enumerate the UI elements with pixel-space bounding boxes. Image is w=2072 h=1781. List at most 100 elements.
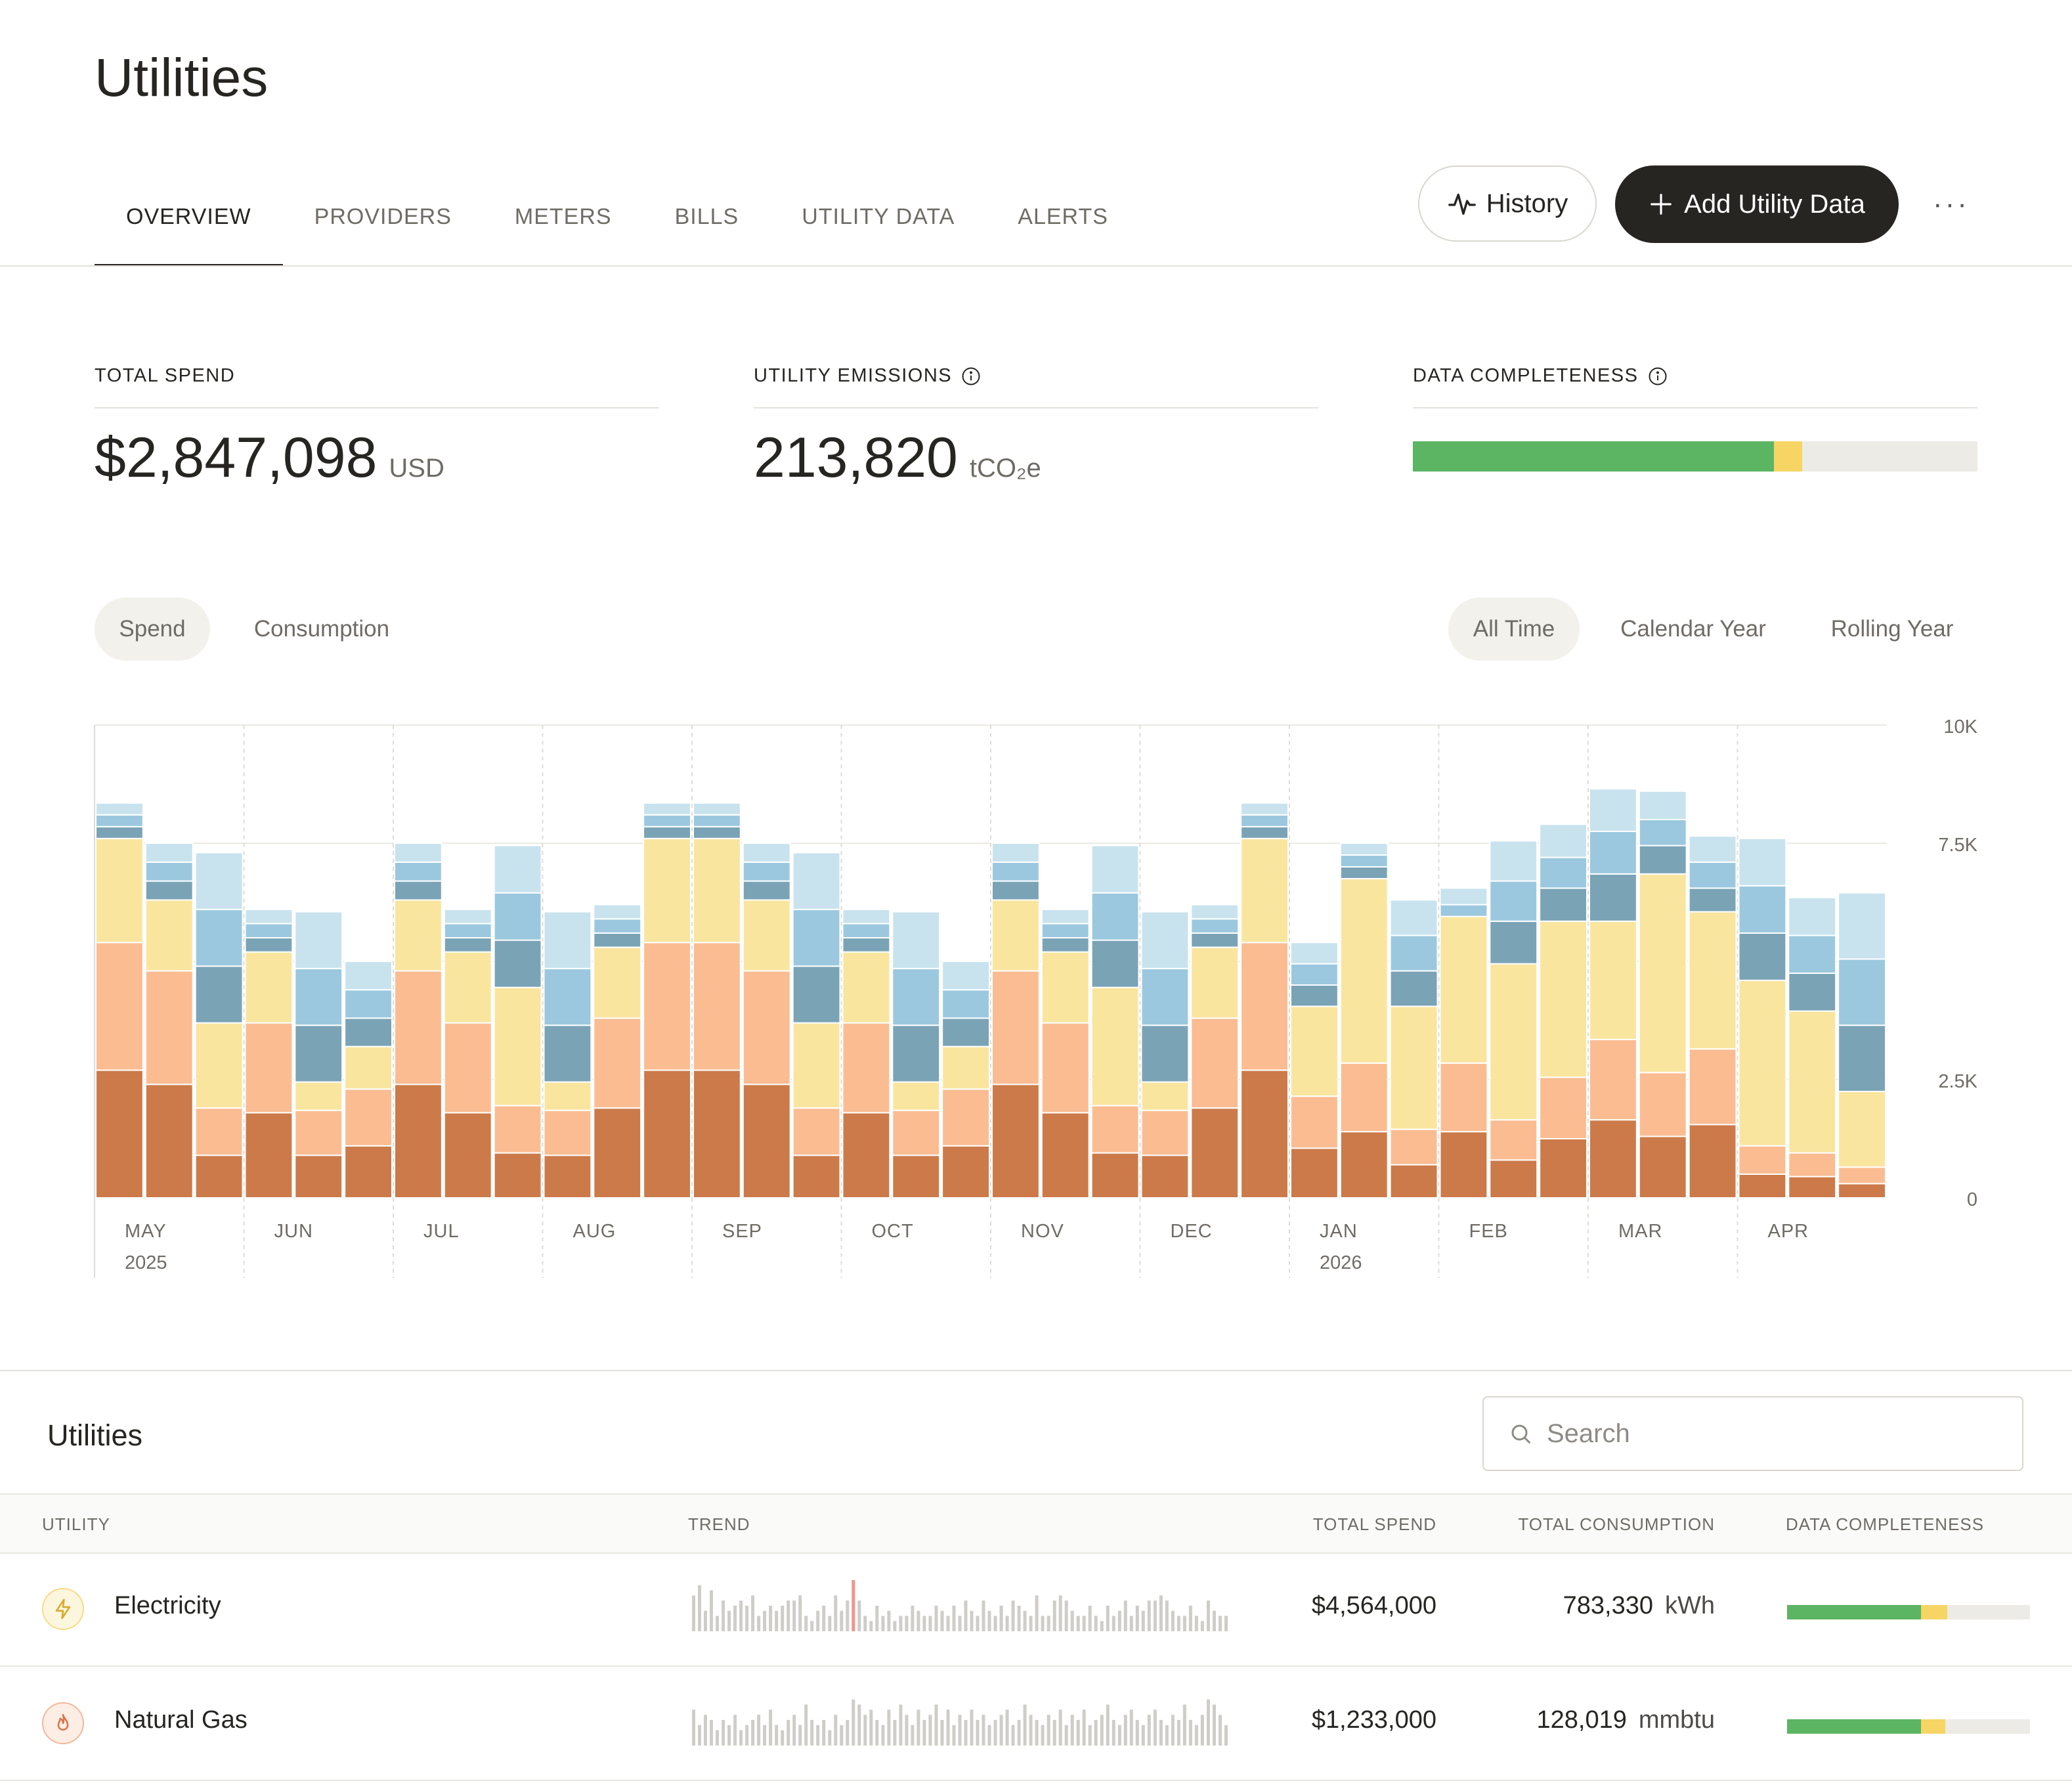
bar-segment bbox=[1439, 1131, 1488, 1199]
tab-bills[interactable]: BILLS bbox=[674, 204, 739, 229]
column-header-data-completeness[interactable]: DATA COMPLETENESS bbox=[1786, 1514, 1985, 1534]
bar-segment bbox=[643, 814, 692, 827]
x-tick-label: JUN bbox=[274, 1221, 313, 1242]
history-button[interactable]: History bbox=[1418, 165, 1597, 242]
bar-segment bbox=[244, 937, 293, 953]
trend-bar bbox=[905, 1616, 909, 1631]
trend-bar bbox=[875, 1720, 879, 1746]
bar-segment bbox=[1041, 951, 1090, 1024]
trend-bar bbox=[940, 1610, 944, 1631]
bar-segment bbox=[1339, 1131, 1389, 1199]
tab-alerts[interactable]: ALERTS bbox=[1018, 204, 1108, 229]
bar-segment bbox=[991, 899, 1040, 972]
bar-segment bbox=[892, 967, 941, 1026]
tab-utility-data[interactable]: UTILITY DATA bbox=[802, 204, 955, 229]
trend-bar bbox=[804, 1704, 808, 1746]
trend-bar bbox=[1082, 1709, 1086, 1746]
bar-segment bbox=[1788, 896, 1837, 936]
info-icon[interactable] bbox=[961, 366, 981, 386]
trend-bar bbox=[982, 1715, 985, 1746]
trend-bar bbox=[834, 1595, 838, 1631]
bar-segment bbox=[344, 1017, 393, 1047]
data-completeness-bar bbox=[1413, 441, 1977, 472]
search-icon bbox=[1511, 1424, 1530, 1443]
trend-bar bbox=[852, 1699, 855, 1746]
search-input[interactable]: Search bbox=[1482, 1396, 2023, 1471]
bar-segment bbox=[1638, 1072, 1687, 1137]
trend-bar bbox=[1017, 1606, 1021, 1631]
trend-bar bbox=[881, 1725, 885, 1746]
add-utility-data-button[interactable]: Add Utility Data bbox=[1615, 165, 1899, 243]
bar-segment bbox=[1041, 1022, 1090, 1114]
trend-bar bbox=[722, 1600, 725, 1631]
total-spend-number: $2,847,098 bbox=[95, 426, 378, 489]
trend-bar bbox=[922, 1720, 926, 1746]
bar-segment bbox=[1688, 887, 1737, 913]
toggle-spend[interactable]: Spend bbox=[95, 598, 210, 661]
trend-bar bbox=[1088, 1606, 1092, 1631]
column-header-utility[interactable]: UTILITY bbox=[42, 1514, 110, 1534]
range-rolling-year[interactable]: Rolling Year bbox=[1830, 616, 1954, 642]
range-calendar-year[interactable]: Calendar Year bbox=[1620, 616, 1766, 642]
trend-bar bbox=[1100, 1715, 1104, 1746]
trend-sparkline bbox=[692, 1580, 1228, 1631]
trend-bar bbox=[798, 1725, 802, 1746]
trend-bar bbox=[1029, 1616, 1033, 1631]
bar-segment bbox=[1140, 1024, 1190, 1083]
toggle-consumption[interactable]: Consumption bbox=[253, 616, 390, 642]
table-header: UTILITY TREND TOTAL SPEND TOTAL CONSUMPT… bbox=[0, 1493, 2072, 1554]
bar-segment bbox=[693, 825, 741, 839]
trend-bar bbox=[846, 1720, 850, 1746]
bar-segment bbox=[1041, 908, 1090, 925]
table-row[interactable]: Electricity $4,564,000 783,330 kWh bbox=[0, 1552, 2072, 1667]
info-icon[interactable] bbox=[1648, 366, 1668, 386]
bar-segment bbox=[593, 1017, 642, 1109]
tab-providers[interactable]: PROVIDERS bbox=[314, 204, 452, 229]
trend-bar bbox=[1224, 1725, 1228, 1746]
bar-segment bbox=[991, 1084, 1040, 1199]
bar-segment bbox=[1240, 1069, 1289, 1198]
table-row[interactable]: Natural Gas $1,233,000 128,019 mmbtu bbox=[0, 1667, 2072, 1781]
bar-segment bbox=[1788, 1152, 1837, 1177]
bar-segment bbox=[344, 961, 393, 991]
trend-bar bbox=[922, 1616, 926, 1631]
column-header-total-spend[interactable]: TOTAL SPEND bbox=[1312, 1514, 1436, 1534]
bar-segment bbox=[742, 861, 791, 882]
bar-segment bbox=[593, 918, 642, 934]
bar-segment bbox=[742, 970, 791, 1086]
trend-bar bbox=[1200, 1621, 1204, 1631]
data-completeness-label: DATA COMPLETENESS bbox=[1413, 365, 1668, 387]
range-all-time[interactable]: All Time bbox=[1448, 598, 1580, 661]
more-options-icon[interactable]: ··· bbox=[1933, 188, 1970, 220]
bar-segment bbox=[1788, 934, 1837, 974]
trend-bar bbox=[775, 1610, 779, 1631]
bar-segment bbox=[1090, 1105, 1140, 1154]
bar-segment bbox=[842, 1112, 891, 1199]
x-tick-label: JUL bbox=[423, 1221, 460, 1242]
column-header-total-consumption[interactable]: TOTAL CONSUMPTION bbox=[1518, 1514, 1715, 1534]
bar-segment bbox=[792, 908, 841, 967]
trend-bar bbox=[1207, 1699, 1210, 1746]
trend-bar bbox=[733, 1715, 737, 1746]
bar-segment bbox=[543, 1109, 592, 1156]
tab-overview[interactable]: OVERVIEW bbox=[95, 197, 283, 267]
trend-bar bbox=[710, 1720, 713, 1746]
bar-segment bbox=[1090, 845, 1140, 894]
bar-segment bbox=[1290, 942, 1339, 965]
bar-segment bbox=[1190, 946, 1240, 1019]
bar-segment bbox=[493, 892, 542, 941]
bar-segment bbox=[1240, 802, 1289, 816]
utility-emissions-label-text: UTILITY EMISSIONS bbox=[754, 365, 953, 386]
trend-bar bbox=[987, 1725, 991, 1746]
bar-segment bbox=[1688, 835, 1737, 863]
trend-sparkline bbox=[692, 1699, 1228, 1746]
trend-bar bbox=[1141, 1610, 1145, 1631]
trend-bar bbox=[1213, 1610, 1216, 1631]
trend-bar bbox=[887, 1709, 891, 1746]
bar-segment bbox=[294, 1109, 343, 1156]
trend-bar bbox=[928, 1715, 932, 1746]
bar-segment bbox=[95, 814, 144, 827]
trend-bar bbox=[940, 1720, 944, 1746]
tab-meters[interactable]: METERS bbox=[514, 204, 612, 229]
bar-segment bbox=[1090, 892, 1140, 941]
